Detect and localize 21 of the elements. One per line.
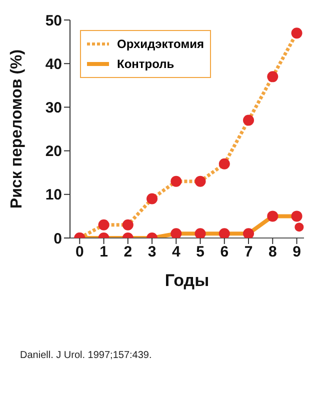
- y-tick-label: 10: [45, 186, 62, 204]
- y-axis-title: Риск переломов (%): [8, 49, 26, 209]
- x-tick-label: 5: [196, 244, 204, 261]
- x-tick-label: 8: [268, 244, 277, 261]
- y-tick-label: 30: [45, 100, 62, 117]
- x-tick-label: 2: [124, 244, 132, 261]
- text: Daniell. J Urol. 1997;157:439.: [20, 350, 153, 361]
- x-tick-label: 0: [75, 244, 84, 261]
- y-tick-label: 50: [45, 12, 62, 30]
- y-tick-label: 0: [54, 230, 62, 248]
- y-tick-label: 40: [45, 56, 62, 73]
- x-tick-label: 4: [172, 244, 181, 261]
- x-tick-label: 6: [220, 244, 229, 261]
- legend-label: Орхидэктомия: [117, 37, 204, 51]
- x-tick-label: 3: [148, 244, 156, 261]
- x-tick-label: 7: [244, 244, 253, 261]
- y-tick-label: 20: [45, 143, 62, 160]
- x-tick-label: 9: [292, 244, 301, 261]
- x-axis-title: Годы: [164, 271, 210, 290]
- x-tick-label: 1: [100, 244, 108, 261]
- legend-label: Контроль: [117, 57, 174, 71]
